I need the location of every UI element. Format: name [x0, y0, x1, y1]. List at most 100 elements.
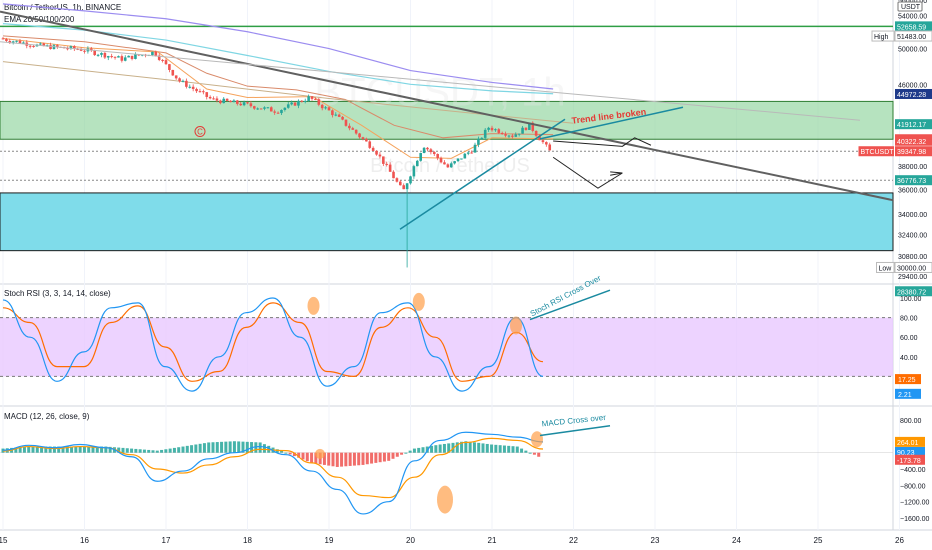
macd-histogram-bar — [151, 450, 155, 453]
price-tick-label: 34000.00 — [898, 212, 927, 219]
candle-body — [252, 106, 256, 109]
time-tick-label: 22 — [569, 536, 578, 545]
candle-body — [229, 100, 232, 103]
macd-histogram-bar — [87, 446, 91, 453]
price-tick-label: 54000.00 — [898, 14, 927, 21]
candle-body — [151, 51, 154, 56]
macd-histogram-bar — [515, 446, 519, 453]
candle-body — [283, 107, 287, 110]
price-tick-label: 30800.00 — [898, 254, 927, 261]
macd-histogram-bar — [241, 441, 245, 453]
macd-histogram-bar — [232, 441, 236, 453]
macd-value-badge — [895, 436, 925, 447]
macd-histogram-bar — [344, 452, 348, 467]
candle-body — [120, 56, 124, 61]
candle-body — [446, 164, 450, 168]
macd-histogram-bar — [331, 452, 335, 467]
candle-body — [314, 98, 317, 100]
macd-value-label: 90.23 — [897, 450, 915, 457]
macd-histogram-bar — [220, 441, 224, 453]
candle-body — [514, 134, 518, 137]
candle-body — [368, 141, 372, 148]
candle-body — [460, 158, 463, 160]
macd-histogram-bar — [490, 444, 494, 453]
macd-histogram-bar — [421, 447, 425, 453]
projection-arrow-up — [553, 137, 652, 147]
macd-histogram-bar — [327, 452, 331, 466]
candle-body — [164, 60, 168, 65]
macd-histogram-bar — [365, 452, 369, 465]
macd-histogram-bar — [498, 445, 502, 453]
macd-tick-label: −800.00 — [900, 483, 926, 490]
candle-body — [432, 152, 436, 155]
macd-histogram-bar — [70, 446, 74, 453]
candle-body — [507, 135, 511, 137]
candle-body — [83, 50, 86, 52]
stoch-band — [0, 317, 893, 377]
macd-histogram-bar — [361, 452, 365, 465]
price-badge-value: 44972.28 — [897, 92, 926, 99]
time-tick-label: 15 — [0, 536, 8, 545]
macd-histogram-bar — [177, 447, 181, 453]
macd-histogram-bar — [387, 452, 391, 461]
stoch-tick-label: 60.00 — [900, 335, 918, 342]
arrow-head-icon — [610, 171, 623, 176]
macd-histogram-bar — [262, 444, 266, 453]
candle-body — [280, 109, 283, 114]
candle-body — [534, 130, 538, 136]
candle-body — [110, 56, 113, 58]
macd-histogram-bar — [108, 446, 112, 453]
macd-histogram-bar — [442, 443, 446, 453]
macd-histogram-bar — [65, 446, 69, 453]
candle-body — [402, 185, 406, 190]
candle-body — [429, 149, 433, 153]
candle-body — [263, 107, 266, 109]
candle-body — [344, 119, 348, 126]
macd-histogram-bar — [198, 443, 202, 453]
price-tick-label: 38000.00 — [898, 164, 927, 171]
candle-body — [331, 110, 334, 116]
macd-histogram-bar — [400, 452, 404, 455]
candle-body — [134, 54, 137, 59]
price-badge-value: 39347.98 — [897, 149, 926, 156]
price-badge — [895, 88, 932, 99]
macd-histogram-bar — [288, 452, 292, 455]
candle-body — [15, 40, 18, 42]
candle-body — [531, 122, 535, 131]
macd-histogram-bar — [434, 445, 438, 453]
macd-histogram-bar — [74, 446, 78, 453]
macd-highlight-marker — [437, 485, 453, 514]
stoch-title: Stoch RSI (3, 3, 14, 14, close) — [4, 289, 111, 298]
candle-body — [106, 56, 110, 58]
candle-body — [195, 88, 198, 92]
macd-histogram-bar — [31, 446, 35, 453]
candle-body — [422, 147, 426, 154]
macd-histogram-bar — [292, 452, 296, 457]
macd-histogram-bar — [164, 449, 168, 453]
macd-histogram-bar — [14, 447, 18, 453]
candle-body — [449, 163, 453, 168]
candle-body — [351, 128, 355, 130]
candle-body — [477, 138, 480, 145]
macd-histogram-bar — [502, 445, 506, 453]
candle-body — [385, 163, 389, 165]
candle-body — [100, 52, 103, 55]
macd-histogram-bar — [524, 450, 528, 453]
macd-histogram-bar — [245, 441, 249, 453]
candle-body — [8, 40, 12, 43]
macd-histogram-bar — [464, 441, 468, 453]
macd-histogram-bar — [447, 443, 451, 453]
price-badge-tag-label: Low — [879, 265, 893, 272]
macd-histogram-bar — [172, 447, 176, 453]
candle-body — [293, 102, 297, 106]
macd-histogram-bar — [82, 446, 86, 453]
time-tick-label: 20 — [406, 536, 415, 545]
time-tick-label: 18 — [243, 536, 252, 545]
macd-histogram-bar — [460, 441, 464, 453]
candle-body — [205, 92, 209, 97]
candle-body — [334, 114, 338, 116]
candle-body — [198, 91, 202, 93]
currency-badge — [897, 1, 923, 12]
candle-body — [22, 42, 25, 44]
